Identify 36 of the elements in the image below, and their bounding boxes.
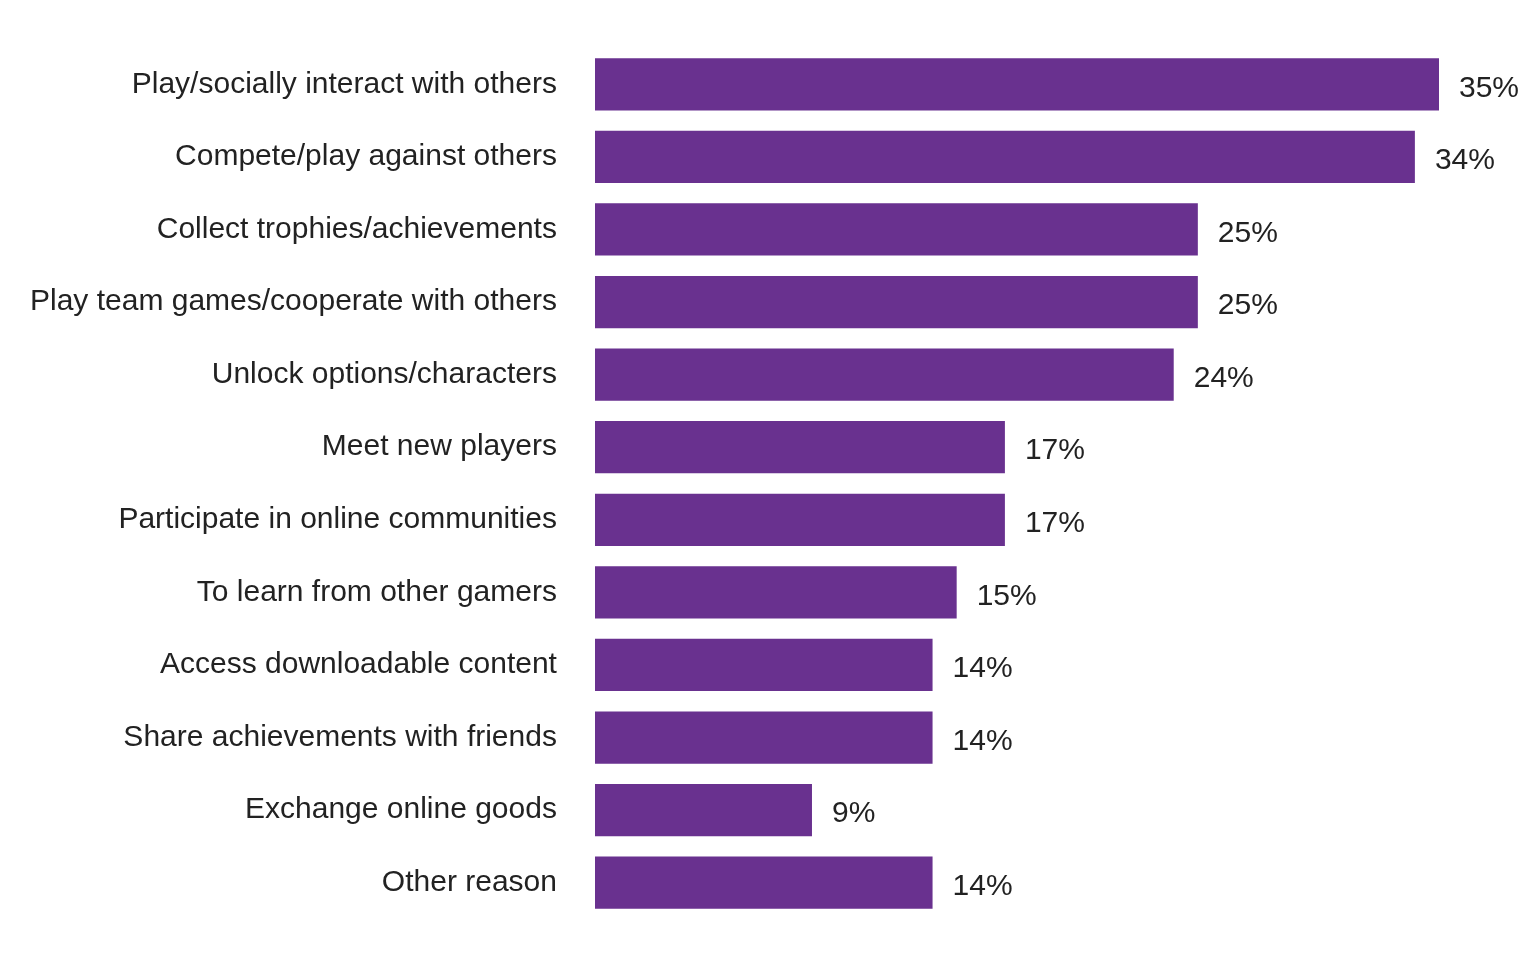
- bar: [594, 275, 1198, 329]
- y-tick-label: Access downloadable content: [160, 646, 558, 680]
- bar: [594, 566, 957, 619]
- y-tick-label: Other reason: [381, 863, 557, 897]
- y-tick-label: Share achievements with friends: [123, 718, 557, 752]
- bar: [594, 421, 1005, 474]
- data-label: 17%: [1024, 505, 1085, 539]
- y-tick-label: Meet new players: [321, 428, 557, 462]
- bar: [594, 856, 933, 909]
- bar: [594, 638, 933, 692]
- data-label: 14%: [952, 867, 1013, 901]
- y-tick-label: Play team games/cooperate with others: [30, 283, 557, 317]
- bar: [594, 130, 1415, 184]
- y-tick-label: Collect trophies/achievements: [156, 210, 557, 244]
- data-label: 9%: [831, 795, 876, 829]
- data-label: 25%: [1217, 287, 1278, 321]
- bar: [594, 58, 1439, 111]
- bar: [594, 348, 1174, 401]
- data-label: 15%: [976, 577, 1037, 611]
- data-label: 24%: [1193, 359, 1254, 393]
- data-label: 25%: [1217, 214, 1278, 248]
- y-tick-label: To learn from other gamers: [196, 573, 557, 607]
- y-tick-label: Participate in online communities: [118, 501, 557, 535]
- data-label: 14%: [952, 722, 1013, 756]
- bar: [594, 711, 933, 764]
- data-label: 14%: [952, 650, 1013, 684]
- data-label: 34%: [1434, 142, 1495, 176]
- y-tick-label: Unlock options/characters: [211, 355, 557, 389]
- bar: [594, 784, 812, 837]
- data-label: 35%: [1459, 69, 1520, 103]
- bar: [594, 203, 1198, 256]
- y-tick-label: Exchange online goods: [245, 791, 557, 825]
- y-tick-label: Play/socially interact with others: [131, 65, 557, 99]
- data-label: 17%: [1024, 432, 1085, 466]
- bar: [594, 493, 1005, 546]
- y-tick-label: Compete/play against others: [175, 138, 557, 172]
